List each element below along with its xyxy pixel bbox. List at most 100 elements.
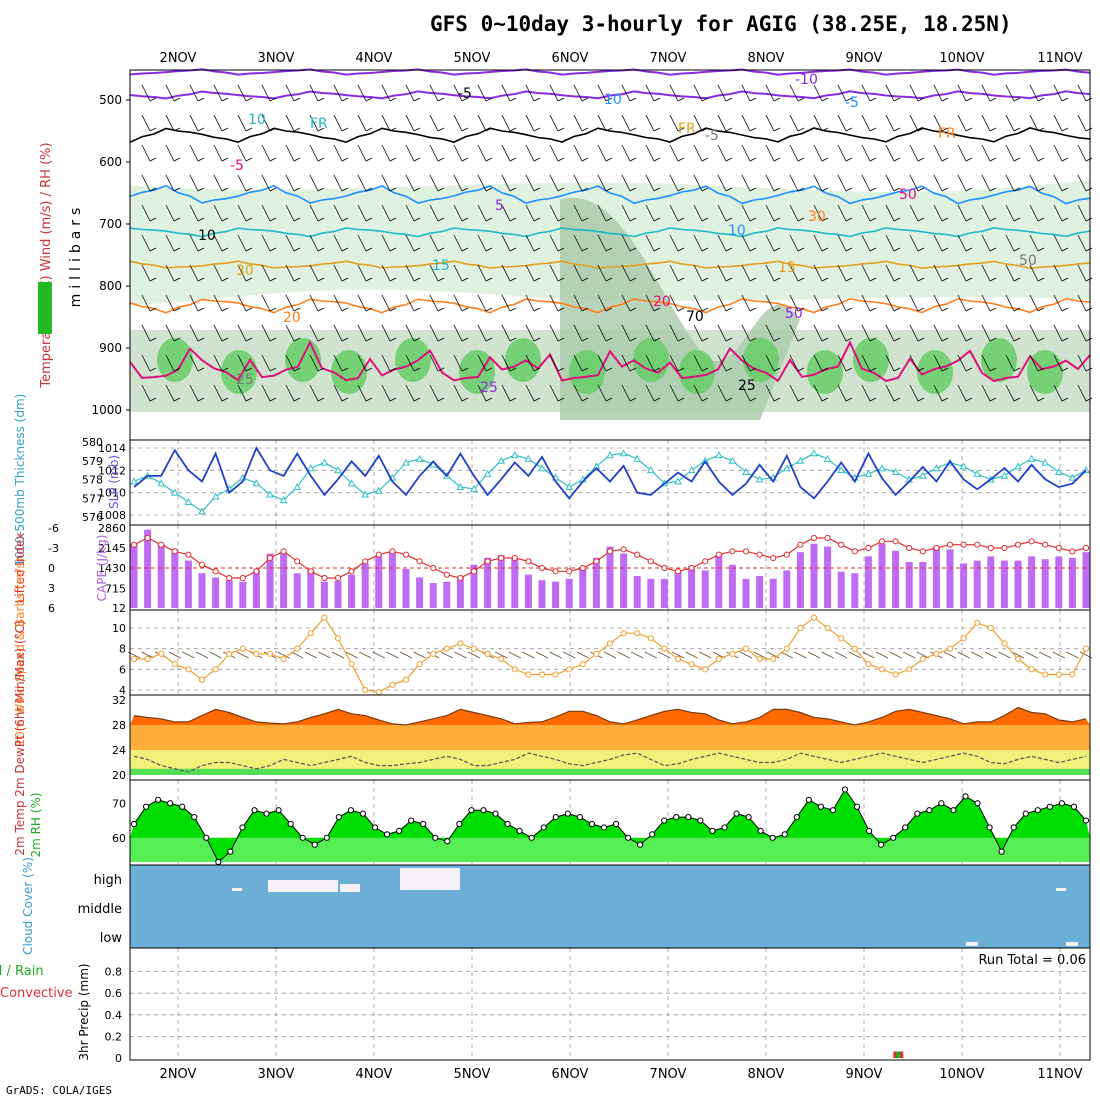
- thickness-point: [864, 469, 873, 477]
- profile-ytick: 1000: [91, 403, 122, 417]
- wind-barb-flag: [293, 367, 301, 372]
- wind-barb-flag: [725, 217, 733, 222]
- wind-barb-flag: [581, 187, 589, 192]
- wind-barb: [789, 294, 799, 312]
- wind-barb: [741, 144, 751, 162]
- wind-barb: [741, 264, 751, 282]
- contour-label: 10: [198, 228, 216, 244]
- wind-barb-flag: [365, 97, 373, 102]
- wind-barb-flag: [245, 187, 253, 192]
- contour-label: 10: [604, 92, 622, 108]
- li-point: [348, 568, 355, 575]
- wind-barb-flag: [413, 397, 421, 402]
- thickness-point: [184, 497, 193, 505]
- wind-barb: [741, 294, 751, 312]
- wind-barb-flag: [845, 97, 853, 102]
- rh-point: [263, 810, 270, 817]
- cape-bar: [647, 578, 655, 608]
- li-point: [253, 568, 260, 575]
- wind-barb-flag: [509, 127, 517, 132]
- wind-barb: [597, 294, 607, 312]
- wind-barb: [213, 384, 223, 402]
- thickness-point: [306, 464, 315, 472]
- wind-barb-flag: [461, 367, 469, 372]
- li-ylabel: Lifted Index: [13, 533, 27, 604]
- wind-barb-flag: [245, 247, 253, 252]
- wind-barb-flag: [413, 247, 421, 252]
- wind-barb-flag: [749, 337, 757, 342]
- wind-speed-point: [810, 614, 818, 621]
- wind-barb-flag: [821, 97, 829, 102]
- wind-barb-flag: [917, 397, 925, 402]
- wind-ytick: 6: [119, 663, 126, 676]
- wind-barb: [237, 264, 247, 282]
- wind-barb-flag: [773, 367, 781, 372]
- wind-barb: [1029, 264, 1039, 282]
- wind-barb: [909, 384, 919, 402]
- thickness-point: [1068, 473, 1077, 481]
- wind-barb: [357, 144, 367, 162]
- wind-barb: [189, 84, 199, 102]
- wind-barb-flag: [509, 187, 517, 192]
- li-ytick: -6: [48, 522, 59, 535]
- cape-bar: [905, 561, 913, 608]
- wind-barb-flag: [293, 187, 301, 192]
- cape-bar: [824, 546, 832, 608]
- wind-barb-10m: [563, 651, 576, 659]
- wind-barb: [861, 84, 871, 102]
- wind-barb: [477, 84, 487, 102]
- wind-barb: [693, 264, 703, 282]
- wind-barb: [861, 294, 871, 312]
- cape-bar: [184, 560, 192, 608]
- rh-point: [817, 803, 824, 810]
- wind-barb: [645, 84, 655, 102]
- wind-barb-flag: [725, 277, 733, 282]
- temp-ytick: 20: [112, 769, 126, 782]
- x-label-bottom: 2NOV: [160, 1067, 197, 1082]
- wind-barb: [405, 114, 415, 132]
- li-point: [171, 548, 178, 555]
- wind-barb-flag: [989, 127, 997, 132]
- rh-ylabel: 2m RH (%): [29, 792, 43, 857]
- wind-barb: [501, 114, 511, 132]
- wind-barb: [189, 114, 199, 132]
- wind-barb: [1005, 84, 1015, 102]
- wind-barb-flag: [725, 397, 733, 402]
- wind-barb: [213, 324, 223, 342]
- contour-label: 25: [480, 380, 498, 396]
- wind-barb: [261, 294, 271, 312]
- wind-barb-flag: [461, 277, 469, 282]
- cloud-block: [400, 868, 460, 890]
- wind-barb-flag: [293, 217, 301, 222]
- wind-barb-flag: [317, 187, 325, 192]
- wind-barb-10m: [835, 651, 848, 659]
- thickness-ytick: 580: [82, 436, 103, 449]
- li-point: [1028, 538, 1035, 545]
- wind-barb: [813, 84, 823, 102]
- rh-point: [1034, 807, 1041, 814]
- wind-barb-flag: [917, 367, 925, 372]
- wind-barb: [1053, 114, 1063, 132]
- wind-barb-flag: [509, 307, 517, 312]
- contour-label: -5: [458, 86, 472, 102]
- cape-bar: [538, 580, 546, 608]
- rh-point: [902, 824, 909, 831]
- wind-barb-flag: [149, 247, 157, 252]
- wind-barb-flag: [749, 127, 757, 132]
- wind-barb: [1053, 144, 1063, 162]
- wind-barb-flag: [533, 217, 541, 222]
- wind-barb-flag: [941, 127, 949, 132]
- li-point: [593, 558, 600, 565]
- wind-barb: [573, 384, 583, 402]
- wind-barb-flag: [173, 397, 181, 402]
- wind-barb-flag: [1037, 157, 1045, 162]
- wind-barb: [957, 144, 967, 162]
- wind-barb: [237, 294, 247, 312]
- wind-barb-flag: [893, 277, 901, 282]
- rh-point: [600, 824, 608, 831]
- wind-speed-point: [770, 655, 777, 663]
- wind-barb-flag: [269, 157, 277, 162]
- rh-cell: [679, 350, 715, 394]
- wind-barb: [573, 324, 583, 342]
- wind-barb-flag: [629, 397, 637, 402]
